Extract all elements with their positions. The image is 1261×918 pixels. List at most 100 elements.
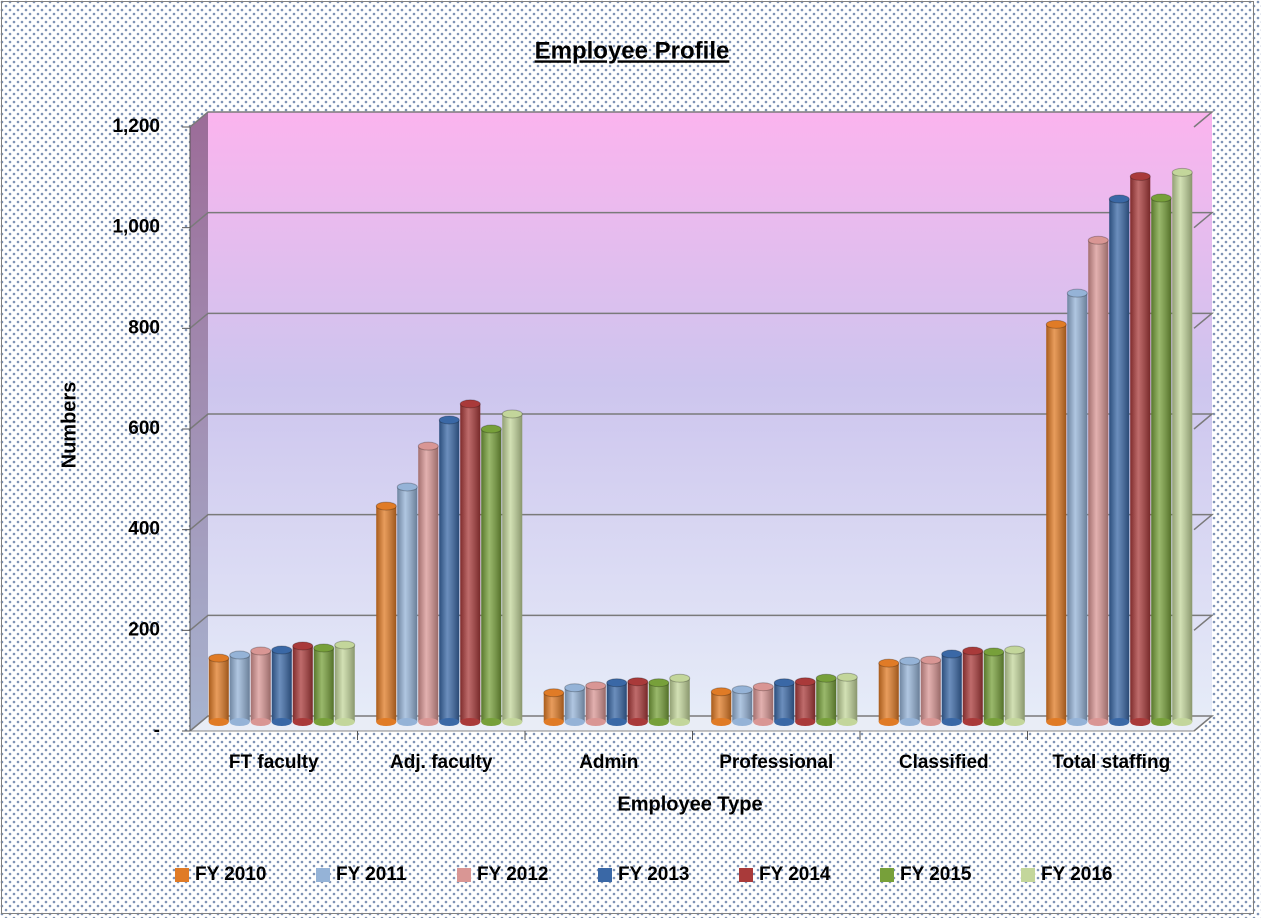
bar-shade [941, 654, 962, 722]
bar-base [732, 718, 753, 726]
bar-base [313, 718, 334, 726]
bar-base [1067, 718, 1088, 726]
bar-shade [669, 678, 690, 722]
bar-cap [334, 640, 356, 650]
y-tick-label: - [154, 720, 160, 741]
bar-shade [1109, 199, 1130, 722]
bar-shade [816, 678, 837, 722]
bar-base [418, 718, 439, 726]
legend-label: FY 2013 [618, 864, 689, 885]
legend-label: FY 2015 [900, 864, 972, 885]
bar-shade [837, 677, 858, 722]
bar-shade [732, 689, 753, 722]
bar-cap [229, 650, 251, 660]
legend-label: FY 2014 [759, 864, 831, 885]
bar-base [795, 718, 816, 726]
bar-cap [1045, 319, 1067, 329]
bar-base [774, 718, 795, 726]
bar-shade [1172, 172, 1193, 723]
y-tick-label: 1,200 [112, 116, 160, 137]
bar-shade [376, 506, 397, 722]
grid-line [189, 715, 1215, 732]
bar-base [753, 718, 774, 726]
bar-shade [606, 682, 627, 722]
bar-cap [794, 677, 816, 687]
y-tick-label: 200 [128, 619, 160, 640]
legend-swatch [598, 868, 612, 882]
bar-base [816, 718, 837, 726]
bar-shade [774, 682, 795, 722]
bar-base [711, 718, 732, 726]
x-tick-label: Adj. faculty [390, 752, 493, 773]
bar-base [878, 718, 899, 726]
bar-shade [543, 692, 564, 722]
bar-base [1046, 718, 1067, 726]
bar-shade [920, 660, 941, 722]
bar-base [1130, 718, 1151, 726]
bar-base [1109, 718, 1130, 726]
x-tick-label: Total staffing [1052, 752, 1170, 773]
bar-base [648, 718, 669, 726]
bar-shade [250, 651, 271, 722]
bar-shade [711, 691, 732, 722]
bar-cap [920, 655, 942, 665]
bar-cap [564, 683, 586, 693]
bar-shade [1046, 324, 1067, 722]
bar-cap [1087, 235, 1109, 245]
legend-label: FY 2016 [1041, 864, 1112, 885]
bar-base [334, 718, 355, 726]
legend-swatch [457, 868, 471, 882]
bar-base [585, 718, 606, 726]
grid-line [189, 413, 1215, 430]
bar-shade [585, 685, 606, 722]
bar-base [669, 718, 690, 726]
bar-cap [208, 653, 230, 663]
bar-cap [1108, 194, 1130, 204]
legend-label: FY 2012 [477, 864, 548, 885]
bar-base [1004, 718, 1025, 726]
bar-base [460, 718, 481, 726]
bar-cap [731, 685, 753, 695]
bar-cap [941, 649, 963, 659]
bar-cap [480, 424, 502, 434]
bar-cap [1150, 193, 1172, 203]
grid-line [189, 312, 1215, 329]
bar-cap [878, 658, 900, 668]
bar-base [962, 718, 983, 726]
bar-shade [795, 681, 816, 722]
bar-cap [1004, 645, 1026, 655]
bar-shade [564, 687, 585, 722]
legend-label: FY 2011 [336, 864, 407, 885]
bar-base [837, 718, 858, 726]
bar-shade [1088, 240, 1109, 722]
bar-shade [481, 429, 502, 722]
bar-cap [271, 645, 293, 655]
bar-shade [334, 644, 355, 722]
bar-shade [271, 650, 292, 722]
grid-line [189, 211, 1215, 229]
x-tick-label: FT faculty [229, 752, 319, 773]
grid-line [189, 513, 1215, 531]
bar-shade [753, 686, 774, 722]
bar-cap [459, 399, 481, 409]
bar-shade [439, 420, 460, 722]
bar-base [983, 718, 1004, 726]
bar-base [1151, 718, 1172, 726]
y-tick-label: 400 [128, 519, 160, 540]
bar-cap [773, 678, 795, 688]
bar-cap [501, 409, 523, 419]
bar-base [376, 718, 397, 726]
x-tick-label: Professional [719, 752, 833, 773]
bar-cap [292, 641, 314, 651]
bar-cap [983, 647, 1005, 657]
bar-cap [669, 673, 691, 683]
bar-shade [208, 658, 229, 722]
bar-cap [815, 673, 837, 683]
bar-shade [460, 403, 481, 722]
bar-cap [606, 678, 628, 688]
bar-cap [438, 415, 460, 425]
bar-cap [962, 646, 984, 656]
bar-base [1088, 718, 1109, 726]
bar-base [208, 718, 229, 726]
